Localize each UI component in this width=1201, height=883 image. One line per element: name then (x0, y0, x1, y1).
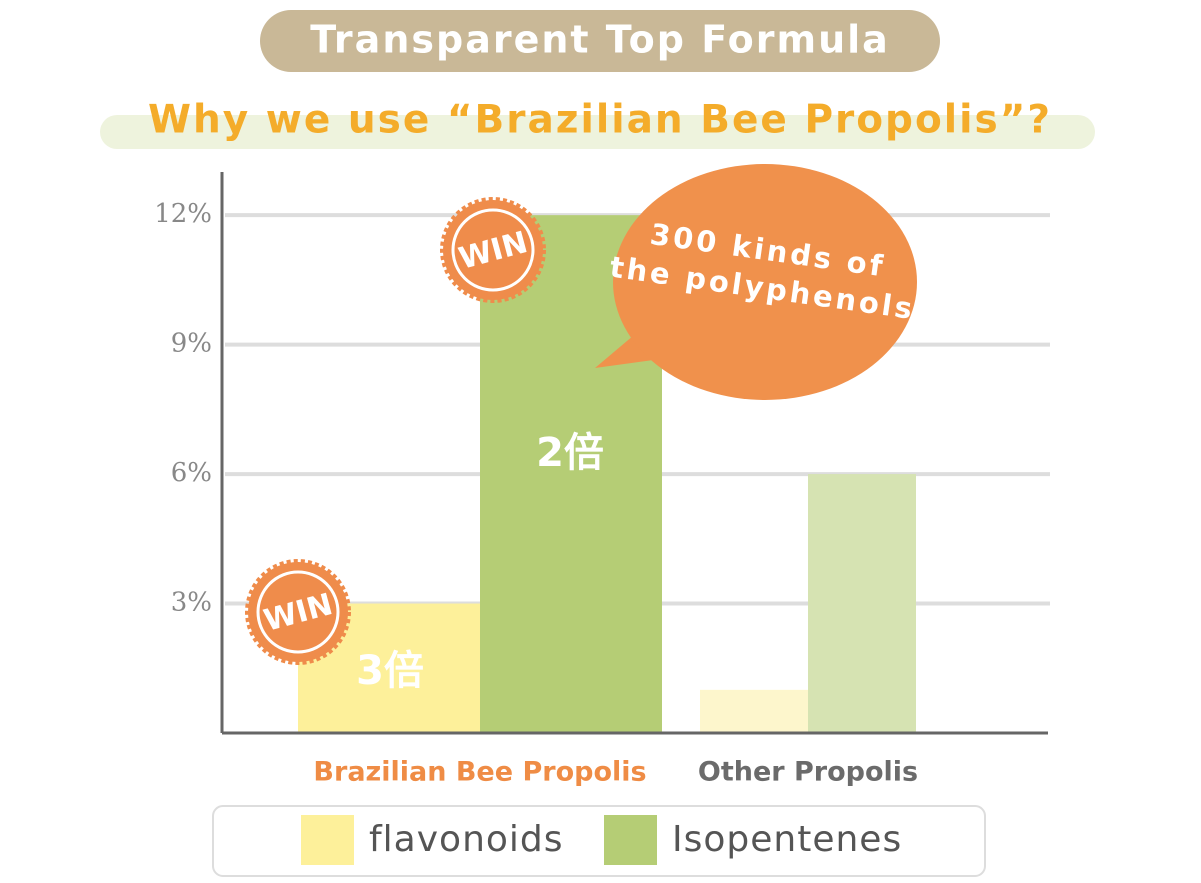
subtitle-band (100, 115, 1095, 149)
y-tick-label: 12% (154, 199, 212, 229)
y-tick-label: 9% (171, 329, 212, 359)
title-pill (260, 10, 940, 72)
bar (700, 689, 808, 733)
bar (808, 474, 916, 733)
win-badge: WIN (245, 559, 351, 665)
x-tick-label: Other Propolis (698, 757, 918, 788)
speech-bubble: 300 kinds of the polyphenols (595, 164, 917, 400)
y-tick-label: 6% (171, 458, 212, 488)
legend-label: flavonoids (369, 819, 564, 860)
legend-label: Isopentenes (672, 819, 902, 860)
legend-swatch (604, 815, 657, 865)
ratio-label: 3倍 (356, 648, 424, 694)
win-badge: WIN (440, 197, 546, 303)
chart-title: Transparent Top Formula (310, 18, 890, 62)
y-tick-label: 3% (171, 588, 212, 618)
legend-items: flavonoids Isopentenes (301, 815, 902, 865)
chart-subtitle: Why we use “Brazilian Bee Propolis”? (148, 98, 1052, 143)
x-tick-label: Brazilian Bee Propolis (313, 757, 646, 788)
ratio-label: 2倍 (536, 430, 604, 476)
legend (212, 805, 986, 877)
legend-swatch (301, 815, 354, 865)
plot (225, 213, 1050, 734)
